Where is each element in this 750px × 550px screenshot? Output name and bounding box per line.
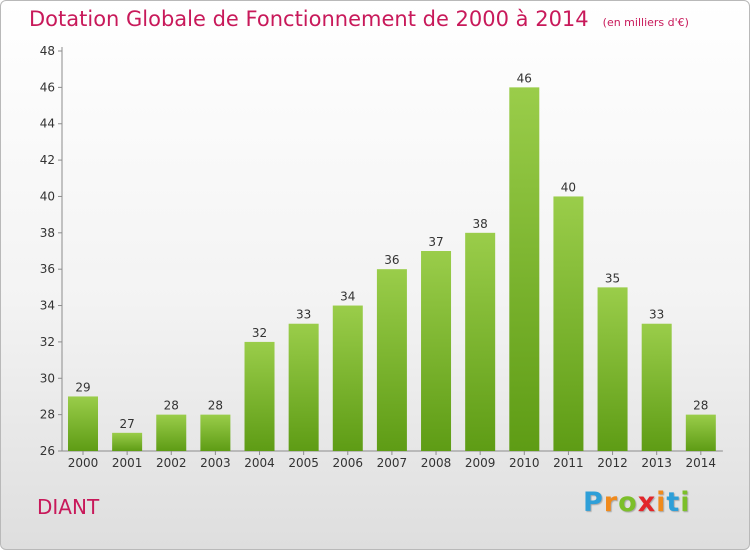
bar [509, 87, 540, 451]
x-tick-label: 2003 [200, 456, 231, 470]
y-tick-label: 30 [40, 371, 55, 385]
logo-letter: P [583, 487, 604, 518]
bar-value-label: 28 [208, 399, 223, 413]
bar-value-label: 40 [561, 180, 576, 194]
bar [200, 414, 231, 451]
bar [68, 396, 98, 451]
y-tick-label: 46 [40, 80, 55, 94]
bar-value-label: 27 [119, 417, 134, 431]
y-tick-label: 48 [40, 44, 55, 58]
y-tick-label: 28 [40, 408, 55, 422]
town-name: DIANT [37, 495, 100, 519]
x-tick-label: 2005 [288, 456, 319, 470]
bar-value-label: 33 [649, 308, 664, 322]
x-tick-label: 2008 [421, 456, 452, 470]
bar-value-label: 38 [473, 217, 488, 231]
bar [641, 323, 672, 451]
y-tick-label: 36 [40, 262, 55, 276]
y-tick-label: 42 [40, 153, 55, 167]
y-tick-label: 32 [40, 335, 55, 349]
chart-subtitle: (en milliers d'€) [602, 16, 689, 29]
bar-value-label: 28 [693, 399, 708, 413]
chart-title: Dotation Globale de Fonctionnement de 20… [29, 7, 589, 31]
logo-letter: t [666, 487, 681, 518]
y-tick-label: 38 [40, 226, 55, 240]
bar [376, 269, 407, 451]
logo-letter: o [618, 487, 638, 518]
logo-letter: r [603, 487, 619, 518]
x-tick-label: 2014 [686, 456, 717, 470]
x-tick-label: 2004 [244, 456, 275, 470]
y-tick-label: 26 [40, 444, 55, 458]
bar-value-label: 36 [384, 253, 399, 267]
x-tick-label: 2012 [597, 456, 628, 470]
bar [156, 414, 187, 451]
bar [553, 196, 584, 451]
x-tick-label: 2002 [156, 456, 187, 470]
bar [421, 251, 452, 451]
logo-letter: i [656, 487, 667, 518]
bar [244, 341, 275, 451]
x-tick-label: 2010 [509, 456, 540, 470]
x-tick-label: 2001 [112, 456, 143, 470]
proxiti-logo: Proxiti [583, 487, 691, 518]
y-tick-label: 40 [40, 189, 55, 203]
bar [685, 414, 716, 451]
x-tick-label: 2000 [68, 456, 99, 470]
y-tick-label: 34 [40, 299, 55, 313]
bar-value-label: 29 [75, 380, 90, 394]
bar-value-label: 32 [252, 326, 267, 340]
bar [597, 287, 628, 451]
bar-value-label: 28 [164, 399, 179, 413]
chart-title-block: Dotation Globale de Fonctionnement de 20… [29, 7, 689, 31]
x-tick-label: 2007 [377, 456, 408, 470]
bar-value-label: 35 [605, 271, 620, 285]
bar [465, 232, 496, 451]
logo-letter: x [637, 487, 657, 518]
y-tick-label: 44 [40, 117, 55, 131]
bar [288, 323, 319, 451]
bar [332, 305, 363, 451]
x-tick-label: 2006 [333, 456, 364, 470]
bar-value-label: 46 [517, 71, 532, 85]
bar-value-label: 33 [296, 308, 311, 322]
x-tick-label: 2013 [641, 456, 672, 470]
bar [112, 432, 143, 451]
bar-value-label: 34 [340, 290, 355, 304]
x-tick-label: 2011 [553, 456, 584, 470]
x-tick-label: 2009 [465, 456, 496, 470]
logo-letter: i [680, 487, 691, 518]
bar-value-label: 37 [428, 235, 443, 249]
